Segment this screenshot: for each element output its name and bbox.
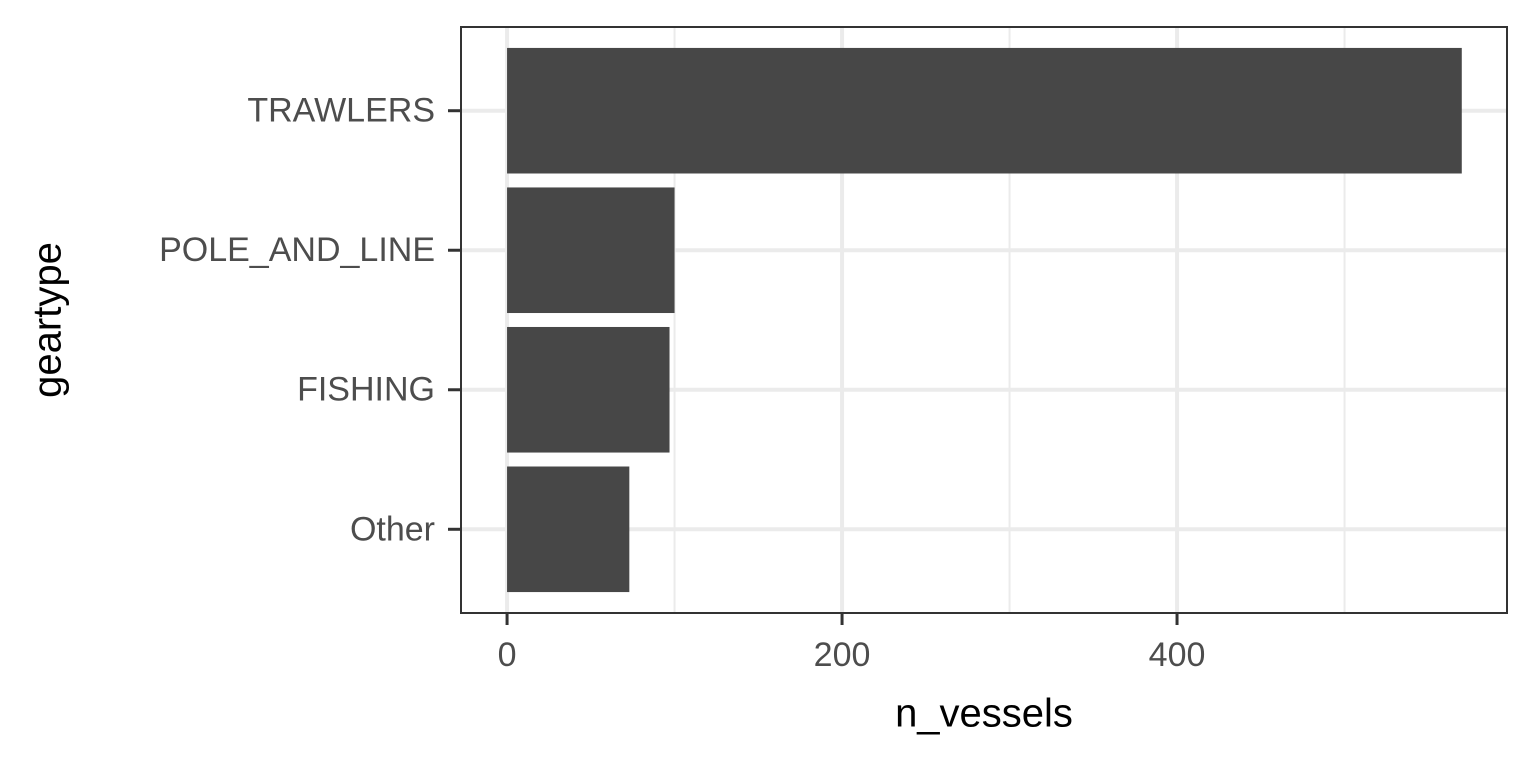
bar (507, 187, 675, 314)
y-tick-label: TRAWLERS (247, 92, 435, 130)
x-tick-label: 0 (498, 636, 517, 674)
panel-border (460, 26, 1508, 614)
x-tick-label: 400 (1149, 636, 1206, 674)
x-tick-label: 200 (814, 636, 871, 674)
bar (507, 326, 670, 453)
bar (507, 466, 630, 593)
y-axis-title: geartype (26, 242, 70, 398)
x-axis-title: n_vessels (895, 692, 1073, 736)
y-tick-label: POLE_AND_LINE (159, 231, 435, 269)
y-tick-label: FISHING (297, 371, 435, 409)
bar (507, 47, 1462, 174)
y-tick-label: Other (350, 510, 435, 548)
